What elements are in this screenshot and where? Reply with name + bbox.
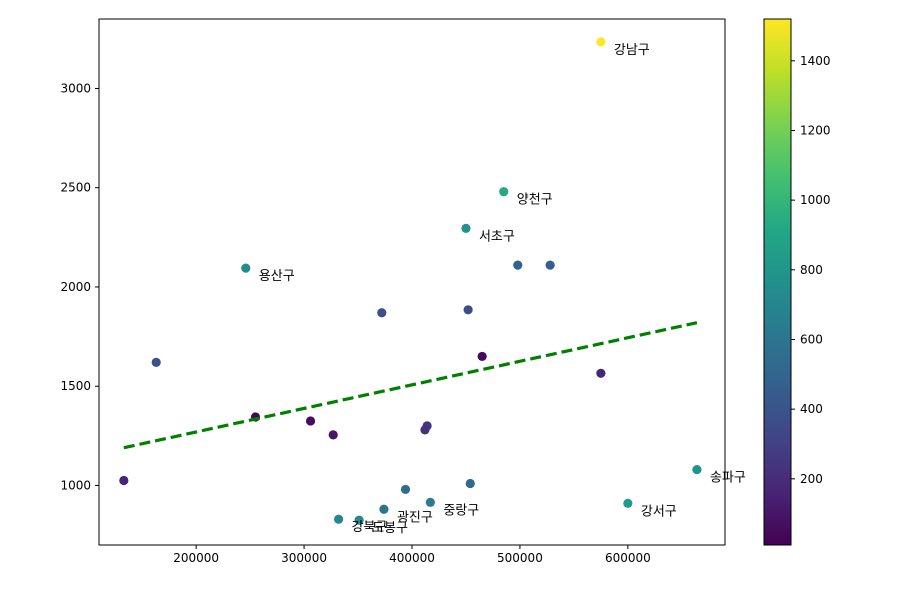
y-tick-label: 2500 — [60, 181, 91, 195]
point-label: 광진구 — [397, 510, 433, 525]
point-label: 용산구 — [259, 269, 295, 284]
scatter-point — [477, 351, 487, 362]
scatter-point — [463, 305, 473, 315]
scatter-point — [328, 430, 338, 440]
x-tick-label: 300000 — [281, 551, 327, 565]
plot-background — [99, 19, 725, 545]
scatter-point — [465, 478, 475, 489]
scatter-point — [596, 368, 606, 378]
scatter-point — [461, 223, 471, 234]
trend-line — [123, 321, 698, 450]
x-axis: 200000 300000 400000 500000 600000 — [173, 545, 651, 565]
scatter-point — [425, 497, 435, 507]
point-label: 중랑구 — [443, 503, 479, 518]
point-label: 강서구 — [641, 504, 677, 519]
y-tick-label: 3000 — [60, 81, 91, 95]
scatter-point — [241, 263, 251, 273]
scatter-point — [354, 515, 364, 525]
colorbar-tick-label: 1400 — [800, 54, 831, 68]
x-tick-label: 200000 — [173, 551, 219, 565]
scatter-point — [151, 357, 161, 367]
scatter-point — [499, 187, 509, 197]
scatter-point — [377, 308, 387, 318]
colorbar-tick-label: 200 — [800, 472, 823, 486]
point-label: 강북구 — [352, 520, 388, 535]
y-tick-label: 2000 — [60, 280, 91, 294]
colorbar-tick-label: 800 — [800, 263, 823, 277]
scatter-point — [334, 514, 344, 524]
colorbar-tick-label: 1000 — [800, 193, 831, 207]
point-label: 서초구 — [479, 229, 515, 244]
colorbar-tick-label: 1200 — [800, 123, 831, 137]
x-tick-label: 400000 — [389, 551, 435, 565]
scatter-point — [119, 475, 129, 486]
scatter-point — [596, 37, 606, 47]
scatter-point — [692, 464, 702, 475]
colorbar — [763, 18, 792, 546]
y-axis: 1000 1500 2000 2500 3000 — [60, 81, 99, 492]
point-label: 양천구 — [517, 193, 553, 208]
colorbar-tick-label: 400 — [800, 402, 823, 416]
x-tick-label: 500000 — [497, 551, 543, 565]
scatter-point — [420, 425, 430, 435]
y-tick-label: 1000 — [60, 478, 91, 492]
scatter-point — [545, 260, 555, 270]
scatter-point — [305, 416, 316, 426]
colorbar-tick-label: 600 — [800, 332, 823, 346]
point-label: 도봉구 — [372, 521, 408, 536]
scatter-point — [379, 504, 389, 514]
scatter-point — [400, 484, 411, 495]
point-label: 송파구 — [710, 471, 746, 486]
colorbar-axis: 200 400 600 800 1000 1200 1400 — [791, 54, 831, 486]
x-tick-label: 600000 — [605, 551, 651, 565]
scatter-point — [623, 498, 633, 508]
point-label: 강남구 — [614, 43, 650, 58]
y-tick-label: 1500 — [60, 379, 91, 393]
scatter-point — [513, 260, 523, 270]
